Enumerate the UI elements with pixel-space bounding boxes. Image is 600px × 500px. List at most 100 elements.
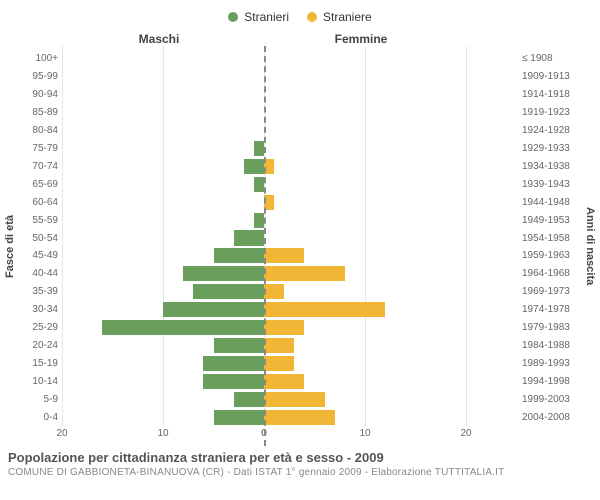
bar-row bbox=[264, 283, 466, 301]
bar-row bbox=[264, 265, 466, 283]
bar-row bbox=[62, 86, 264, 104]
birth-tick: 1954-1958 bbox=[522, 229, 580, 247]
birth-tick: 1964-1968 bbox=[522, 265, 580, 283]
x-tick: 10 bbox=[157, 428, 168, 439]
age-tick: 5-9 bbox=[20, 390, 58, 408]
age-tick: 0-4 bbox=[20, 408, 58, 426]
bar-male bbox=[163, 302, 264, 317]
y-axis-title-right: Anni di nascita bbox=[580, 46, 600, 446]
bar-female bbox=[264, 410, 335, 425]
x-tick: 20 bbox=[56, 428, 67, 439]
bar-row bbox=[264, 157, 466, 175]
legend-swatch-female bbox=[307, 12, 317, 22]
age-tick: 90-94 bbox=[20, 86, 58, 104]
age-tick: 55-59 bbox=[20, 211, 58, 229]
chart-title: Popolazione per cittadinanza straniera p… bbox=[8, 450, 592, 465]
birth-tick: 1999-2003 bbox=[522, 390, 580, 408]
birth-tick: 1969-1973 bbox=[522, 283, 580, 301]
y-axis-right: ≤ 19081909-19131914-19181919-19231924-19… bbox=[518, 46, 580, 446]
bar-row bbox=[62, 175, 264, 193]
bar-row bbox=[264, 104, 466, 122]
age-tick: 35-39 bbox=[20, 283, 58, 301]
pyramid-chart: Stranieri Straniere Maschi Femmine Fasce… bbox=[0, 0, 600, 500]
gridline bbox=[466, 46, 467, 426]
age-tick: 40-44 bbox=[20, 265, 58, 283]
birth-tick: 1939-1943 bbox=[522, 175, 580, 193]
bar-female bbox=[264, 266, 345, 281]
birth-tick: ≤ 1908 bbox=[522, 50, 580, 68]
panel-female: 01020 bbox=[264, 46, 466, 446]
age-tick: 70-74 bbox=[20, 157, 58, 175]
bar-row bbox=[62, 265, 264, 283]
bar-row bbox=[62, 211, 264, 229]
bar-row bbox=[264, 301, 466, 319]
panel-headers: Maschi Femmine bbox=[0, 28, 600, 46]
bar-female bbox=[264, 284, 284, 299]
birth-tick: 1929-1933 bbox=[522, 140, 580, 158]
bar-row bbox=[62, 104, 264, 122]
bar-male bbox=[214, 248, 265, 263]
bar-row bbox=[62, 68, 264, 86]
birth-tick: 1944-1948 bbox=[522, 193, 580, 211]
bar-male bbox=[234, 392, 264, 407]
y-axis-left: 100+95-9990-9485-8980-8475-7970-7465-696… bbox=[20, 46, 62, 446]
x-tick: 10 bbox=[359, 428, 370, 439]
bar-row bbox=[264, 50, 466, 68]
legend: Stranieri Straniere bbox=[0, 0, 600, 28]
bar-row bbox=[264, 86, 466, 104]
bar-row bbox=[264, 193, 466, 211]
bar-row bbox=[264, 319, 466, 337]
bar-row bbox=[62, 229, 264, 247]
bar-female bbox=[264, 320, 304, 335]
bar-row bbox=[62, 408, 264, 426]
bar-female bbox=[264, 392, 325, 407]
age-tick: 100+ bbox=[20, 50, 58, 68]
age-tick: 85-89 bbox=[20, 104, 58, 122]
age-tick: 60-64 bbox=[20, 193, 58, 211]
bar-row bbox=[264, 247, 466, 265]
age-tick: 95-99 bbox=[20, 68, 58, 86]
bar-male bbox=[254, 213, 264, 228]
age-tick: 15-19 bbox=[20, 354, 58, 372]
panel-male: 20100 bbox=[62, 46, 264, 446]
bar-female bbox=[264, 248, 304, 263]
legend-label-male: Stranieri bbox=[244, 10, 289, 24]
bar-row bbox=[264, 390, 466, 408]
bar-male bbox=[193, 284, 264, 299]
bar-row bbox=[264, 68, 466, 86]
age-tick: 75-79 bbox=[20, 140, 58, 158]
bar-male bbox=[234, 230, 264, 245]
y-axis-title-left: Fasce di età bbox=[0, 46, 20, 446]
age-tick: 25-29 bbox=[20, 319, 58, 337]
age-tick: 50-54 bbox=[20, 229, 58, 247]
bar-row bbox=[264, 408, 466, 426]
birth-tick: 1924-1928 bbox=[522, 122, 580, 140]
bar-row bbox=[264, 229, 466, 247]
bar-row bbox=[264, 211, 466, 229]
bar-row bbox=[62, 247, 264, 265]
age-tick: 10-14 bbox=[20, 372, 58, 390]
caption: Popolazione per cittadinanza straniera p… bbox=[0, 446, 600, 478]
birth-tick: 1979-1983 bbox=[522, 319, 580, 337]
bar-row bbox=[62, 301, 264, 319]
bar-row bbox=[62, 390, 264, 408]
y-axis-title-right-text: Anni di nascita bbox=[584, 207, 596, 285]
center-divider bbox=[264, 46, 266, 446]
birth-tick: 1949-1953 bbox=[522, 211, 580, 229]
chart-area: Fasce di età 100+95-9990-9485-8980-8475-… bbox=[0, 46, 600, 446]
bar-female bbox=[264, 338, 294, 353]
birth-tick: 1914-1918 bbox=[522, 86, 580, 104]
bars-container: 20100 01020 bbox=[62, 46, 518, 446]
age-tick: 30-34 bbox=[20, 301, 58, 319]
y-axis-title-left-text: Fasce di età bbox=[4, 215, 16, 278]
age-tick: 80-84 bbox=[20, 122, 58, 140]
bar-male bbox=[102, 320, 264, 335]
bar-row bbox=[264, 122, 466, 140]
x-tick: 20 bbox=[460, 428, 471, 439]
bar-row bbox=[62, 140, 264, 158]
birth-tick: 1984-1988 bbox=[522, 337, 580, 355]
bar-row bbox=[264, 372, 466, 390]
bar-row bbox=[62, 337, 264, 355]
x-axis-male: 20100 bbox=[62, 426, 264, 446]
age-tick: 45-49 bbox=[20, 247, 58, 265]
